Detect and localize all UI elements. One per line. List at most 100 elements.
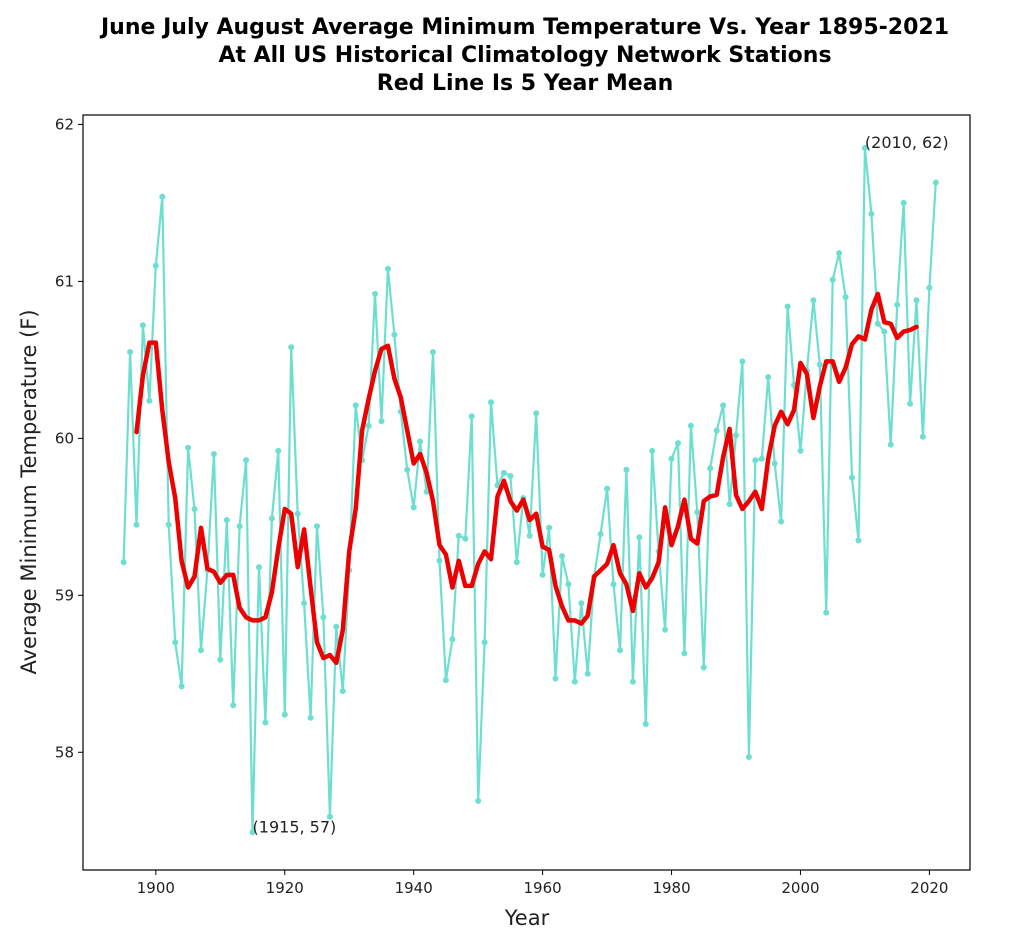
- data-point-1914: [243, 457, 250, 464]
- data-point-2008: [849, 474, 855, 481]
- data-point-1951: [481, 639, 488, 646]
- y-tick-label: 62: [55, 115, 74, 133]
- data-point-1983: [687, 422, 694, 429]
- data-point-1909: [210, 451, 217, 457]
- data-point-1944: [436, 557, 443, 564]
- data-point-1900: [152, 262, 159, 269]
- data-point-1993: [752, 457, 759, 464]
- x-tick-label: 2000: [781, 879, 819, 897]
- data-point-1931: [352, 402, 359, 409]
- data-point-1899: [146, 397, 153, 404]
- annual-temperature-line: [122, 146, 937, 834]
- data-point-1981: [675, 440, 681, 447]
- x-tick-label: 1960: [524, 879, 562, 897]
- data-point-2005: [829, 276, 836, 283]
- data-point-1974: [629, 678, 636, 685]
- data-point-1920: [281, 711, 288, 718]
- data-point-1916: [256, 564, 262, 571]
- x-tick-label: 1920: [266, 879, 304, 897]
- data-point-2016: [900, 199, 907, 206]
- data-point-2004: [823, 609, 830, 616]
- data-point-1927: [326, 813, 333, 820]
- data-point-1948: [462, 535, 469, 542]
- data-point-1961: [546, 524, 553, 531]
- title-line-1: June July August Average Minimum Tempera…: [101, 15, 949, 40]
- data-point-1962: [552, 675, 559, 682]
- data-point-1943: [430, 349, 436, 355]
- data-point-2020: [926, 284, 933, 291]
- data-point-1919: [275, 447, 282, 454]
- data-point-1991: [739, 358, 746, 365]
- x-tick-label: 2020: [910, 879, 948, 897]
- data-point-1950: [475, 797, 482, 804]
- data-point-1939: [404, 466, 411, 473]
- data-point-1997: [778, 518, 785, 525]
- y-axis-label: Average Minimum Temperature (F): [17, 309, 41, 674]
- data-point-2002: [810, 297, 817, 304]
- data-point-1980: [668, 455, 675, 462]
- data-point-1912: [230, 702, 237, 709]
- title-line-2: At All US Historical Climatology Network…: [218, 43, 832, 68]
- data-point-1929: [339, 688, 346, 695]
- data-point-1904: [178, 683, 185, 690]
- data-point-1986: [707, 465, 714, 472]
- axes-frame: [82, 114, 971, 871]
- data-point-2019: [919, 433, 926, 440]
- data-point-1915: [249, 829, 256, 836]
- data-point-1907: [198, 647, 204, 654]
- data-point-1969: [597, 531, 604, 538]
- data-point-1960: [539, 571, 546, 578]
- annotation-2010: (2010, 62): [865, 133, 949, 152]
- data-point-1956: [513, 559, 520, 566]
- data-point-1897: [133, 521, 140, 528]
- data-point-1923: [301, 600, 308, 607]
- data-point-1984: [694, 509, 701, 516]
- data-point-1946: [449, 636, 456, 643]
- data-point-2000: [797, 447, 804, 454]
- data-point-1976: [642, 721, 649, 727]
- data-point-1954: [500, 469, 507, 476]
- data-point-1949: [468, 413, 475, 420]
- chart-title: June July August Average Minimum Tempera…: [0, 14, 1023, 98]
- data-point-1940: [410, 504, 417, 511]
- x-axis-ticks: 1900 1920 1940 1960 1980 2000 2020: [137, 870, 948, 897]
- data-point-1922: [294, 510, 301, 517]
- data-point-1936: [384, 265, 391, 272]
- data-point-1933: [365, 422, 372, 429]
- data-point-1924: [307, 714, 314, 721]
- data-point-1963: [559, 553, 565, 560]
- data-point-1973: [623, 466, 630, 473]
- data-point-1952: [488, 399, 494, 406]
- y-tick-label: 58: [55, 743, 74, 761]
- annotation-1915: (1915, 57): [253, 817, 337, 836]
- data-point-2018: [913, 297, 920, 304]
- data-point-1910: [217, 656, 224, 663]
- data-point-1937: [391, 331, 398, 338]
- y-tick-label: 59: [55, 586, 74, 604]
- x-tick-label: 1940: [395, 879, 433, 897]
- y-tick-label: 61: [55, 272, 74, 290]
- data-point-2013: [881, 328, 888, 335]
- y-tick-label: 60: [55, 429, 74, 447]
- data-point-1967: [584, 670, 591, 677]
- data-point-1989: [726, 501, 733, 508]
- data-point-1958: [526, 532, 533, 539]
- data-point-1945: [442, 677, 449, 684]
- data-point-1965: [571, 678, 578, 685]
- data-point-1942: [423, 488, 430, 495]
- data-point-1972: [617, 647, 623, 654]
- data-point-1903: [172, 639, 179, 646]
- data-point-2010: [861, 145, 868, 151]
- data-point-1992: [745, 754, 752, 760]
- data-point-1921: [288, 344, 295, 351]
- data-point-1896: [127, 349, 134, 355]
- data-point-1906: [191, 506, 198, 512]
- data-point-2021: [932, 179, 939, 186]
- data-point-1985: [700, 664, 707, 671]
- x-tick-label: 1900: [137, 879, 175, 897]
- data-point-1918: [268, 515, 275, 522]
- data-point-1928: [333, 623, 340, 630]
- data-point-1913: [236, 523, 243, 530]
- data-point-1970: [604, 485, 611, 492]
